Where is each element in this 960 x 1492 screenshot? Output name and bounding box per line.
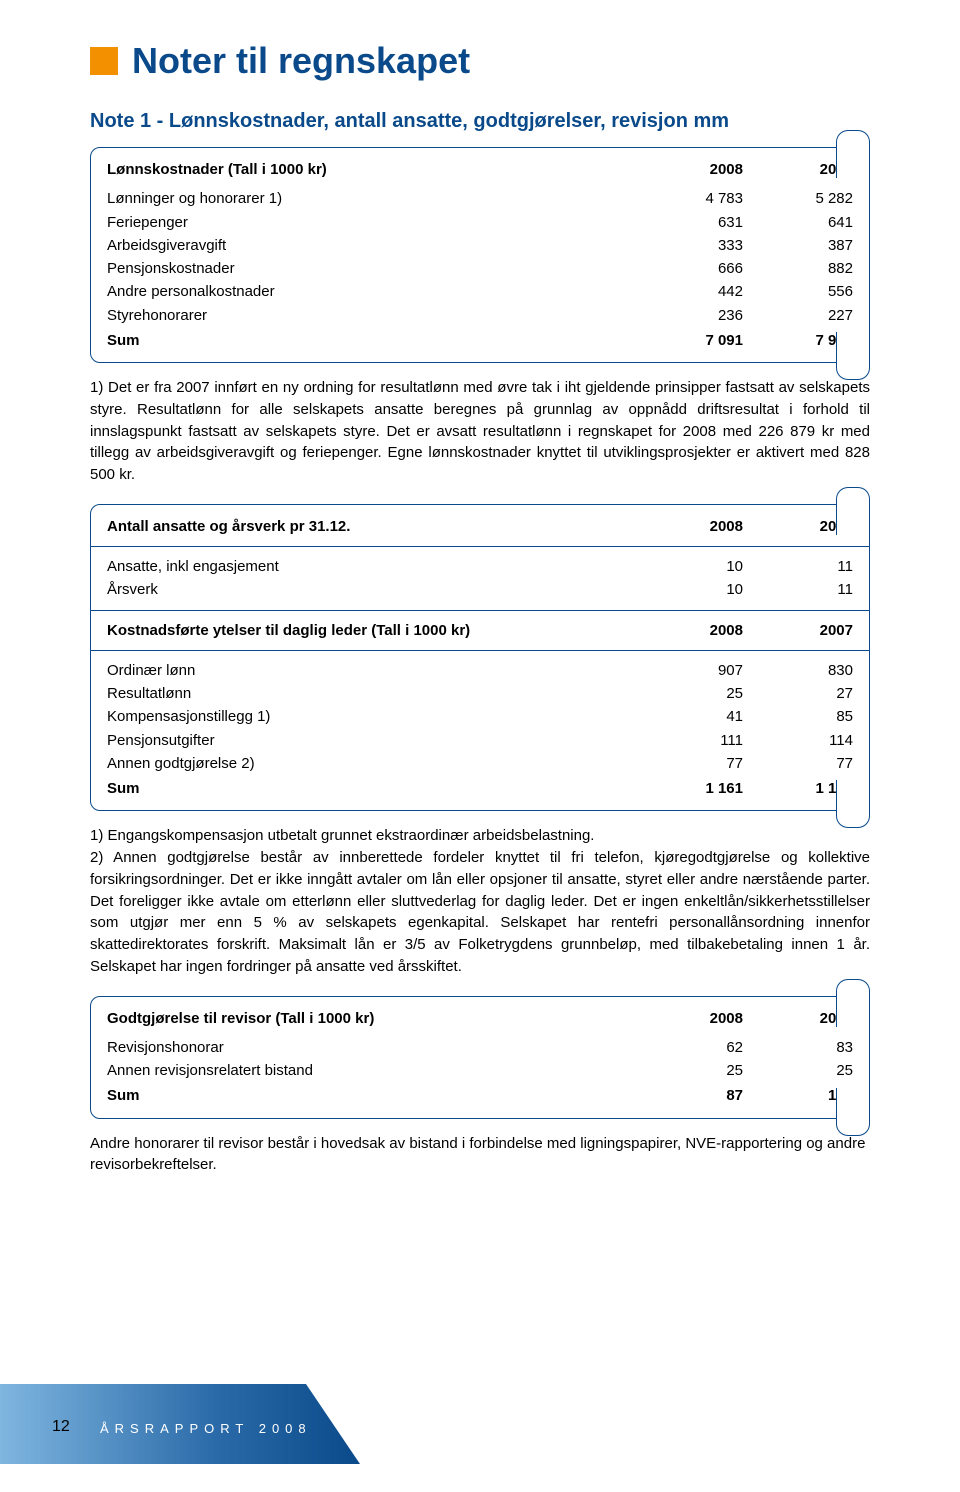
row-2008: 25: [633, 1059, 743, 1082]
row-label: Andre personalkostnader: [107, 280, 633, 303]
table-lonnskostnader: Lønnskostnader (Tall i 1000 kr) 2008 200…: [90, 147, 870, 363]
row-2008: 236: [633, 304, 743, 327]
row-2007: 85: [743, 705, 853, 728]
row-2008: 631: [633, 211, 743, 234]
row-2007: 27: [743, 682, 853, 705]
row-2007: 5 282: [743, 187, 853, 210]
row-label: Styrehonorarer: [107, 304, 633, 327]
table-tab-bot-icon: [836, 780, 870, 828]
row-2007: 882: [743, 257, 853, 280]
title-row: Noter til regnskapet: [90, 40, 870, 82]
t1-header-label: Lønnskostnader (Tall i 1000 kr): [107, 158, 633, 181]
footer-text: ÅRSRAPPORT 2008: [100, 1421, 312, 1436]
t2-header2-label: Kostnadsførte ytelser til daglig leder (…: [107, 619, 633, 642]
table-row: Feriepenger631641: [107, 211, 853, 234]
t3-header-label: Godtgjørelse til revisor (Tall i 1000 kr…: [107, 1007, 633, 1030]
row-label: Pensjonsutgifter: [107, 729, 633, 752]
table-row: Lønninger og honorarer 1)4 7835 282: [107, 187, 853, 210]
table-tab-top-icon: [836, 130, 870, 178]
t3-col-2008: 2008: [633, 1007, 743, 1030]
table-tab-bot-icon: [836, 1088, 870, 1136]
table-row: Årsverk1011: [107, 578, 853, 601]
row-label: Ansatte, inkl engasjement: [107, 555, 633, 578]
row-2007: 11: [743, 578, 853, 601]
row-label: Annen revisjonsrelatert bistand: [107, 1059, 633, 1082]
table-row: Pensjonsutgifter111114: [107, 729, 853, 752]
t2-header2-2008: 2008: [633, 619, 743, 642]
para3: Andre honorarer til revisor består i hov…: [90, 1133, 870, 1177]
row-2008: 4 783: [633, 187, 743, 210]
table-row: Styrehonorarer236227: [107, 304, 853, 327]
row-2008: 62: [633, 1036, 743, 1059]
page-footer: 12 ÅRSRAPPORT 2008: [0, 1384, 960, 1464]
row-2007: 114: [743, 729, 853, 752]
row-2007: 556: [743, 280, 853, 303]
t3-sum-2008: 87: [633, 1084, 743, 1107]
row-label: Lønninger og honorarer 1): [107, 187, 633, 210]
page-title: Noter til regnskapet: [132, 40, 470, 82]
row-label: Arbeidsgiveravgift: [107, 234, 633, 257]
row-label: Annen godtgjørelse 2): [107, 752, 633, 775]
row-label: Kompensasjonstillegg 1): [107, 705, 633, 728]
table-revisor: Godtgjørelse til revisor (Tall i 1000 kr…: [90, 996, 870, 1119]
table-tab-top-icon: [836, 487, 870, 535]
table-row: Arbeidsgiveravgift333387: [107, 234, 853, 257]
t3-sum-label: Sum: [107, 1084, 633, 1107]
table-row: Annen godtgjørelse 2)7777: [107, 752, 853, 775]
t1-sum-2008: 7 091: [633, 329, 743, 352]
row-label: Årsverk: [107, 578, 633, 601]
accent-square-icon: [90, 47, 118, 75]
table-row: Revisjonshonorar6283: [107, 1036, 853, 1059]
table-row: Ordinær lønn907830: [107, 659, 853, 682]
row-2007: 641: [743, 211, 853, 234]
table-row: Resultatlønn2527: [107, 682, 853, 705]
t1-col-2008: 2008: [633, 158, 743, 181]
row-2008: 442: [633, 280, 743, 303]
row-2008: 10: [633, 555, 743, 578]
t2-header2-2007: 2007: [743, 619, 853, 642]
row-2008: 666: [633, 257, 743, 280]
row-2007: 830: [743, 659, 853, 682]
row-2008: 41: [633, 705, 743, 728]
t2-col-2008: 2008: [633, 515, 743, 538]
row-2008: 907: [633, 659, 743, 682]
t2-sum2-2008: 1 161: [633, 777, 743, 800]
note1-subtitle: Note 1 - Lønnskostnader, antall ansatte,…: [90, 110, 870, 133]
row-label: Revisjonshonorar: [107, 1036, 633, 1059]
table-row: Ansatte, inkl engasjement1011: [107, 555, 853, 578]
row-2007: 83: [743, 1036, 853, 1059]
table-row: Kompensasjonstillegg 1)4185: [107, 705, 853, 728]
table-tab-bot-icon: [836, 332, 870, 380]
t1-sum-label: Sum: [107, 329, 633, 352]
row-label: Ordinær lønn: [107, 659, 633, 682]
t2-sum2-label: Sum: [107, 777, 633, 800]
row-label: Resultatlønn: [107, 682, 633, 705]
t2-header-label: Antall ansatte og årsverk pr 31.12.: [107, 515, 633, 538]
row-2008: 333: [633, 234, 743, 257]
row-label: Pensjonskostnader: [107, 257, 633, 280]
table-row: Annen revisjonsrelatert bistand2525: [107, 1059, 853, 1082]
row-2008: 25: [633, 682, 743, 705]
row-2007: 11: [743, 555, 853, 578]
table-row: Andre personalkostnader442556: [107, 280, 853, 303]
row-2007: 227: [743, 304, 853, 327]
table-row: Pensjonskostnader666882: [107, 257, 853, 280]
row-2008: 10: [633, 578, 743, 601]
row-2007: 387: [743, 234, 853, 257]
para2: 1) Engangskompensasjon utbetalt grunnet …: [90, 825, 870, 977]
row-2008: 111: [633, 729, 743, 752]
footer-page-number: 12: [52, 1418, 70, 1436]
row-2008: 77: [633, 752, 743, 775]
para1: 1) Det er fra 2007 innført en ny ordning…: [90, 377, 870, 486]
row-2007: 25: [743, 1059, 853, 1082]
table-ansatte-leder: Antall ansatte og årsverk pr 31.12. 2008…: [90, 504, 870, 812]
table-tab-top-icon: [836, 979, 870, 1027]
row-2007: 77: [743, 752, 853, 775]
row-label: Feriepenger: [107, 211, 633, 234]
